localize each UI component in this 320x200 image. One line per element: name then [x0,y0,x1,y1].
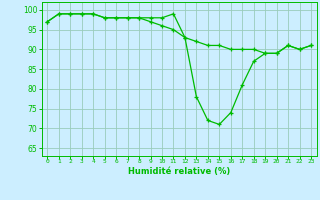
X-axis label: Humidité relative (%): Humidité relative (%) [128,167,230,176]
